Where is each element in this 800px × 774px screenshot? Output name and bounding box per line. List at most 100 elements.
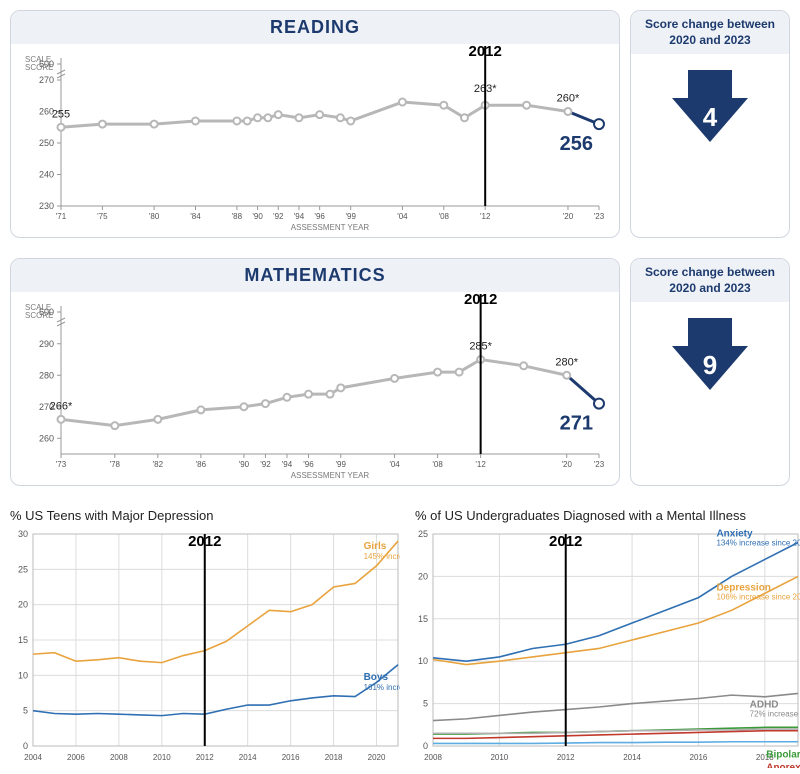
svg-text:Girls: Girls [364, 541, 387, 552]
svg-text:'78: '78 [110, 460, 121, 469]
svg-text:'94: '94 [294, 212, 305, 221]
svg-text:20: 20 [18, 600, 28, 610]
svg-text:260: 260 [39, 433, 54, 443]
svg-text:'96: '96 [303, 460, 314, 469]
mental-chart: 05101520252008201020122014201620182012An… [405, 528, 800, 768]
svg-text:280*: 280* [555, 356, 578, 368]
reading-chart: 230240250260270500SCALESCORE'71'75'80'84… [11, 44, 619, 236]
svg-text:2008: 2008 [424, 753, 442, 762]
svg-text:'12: '12 [475, 460, 486, 469]
svg-text:Bipolar: Bipolar [766, 749, 800, 760]
reading-title: READING [11, 11, 619, 44]
svg-text:161% increase since 2010: 161% increase since 2010 [364, 683, 400, 692]
math-score-title: Score change between 2020 and 2023 [631, 259, 789, 302]
svg-text:256: 256 [560, 133, 593, 155]
svg-text:2012: 2012 [549, 533, 582, 550]
svg-text:SCORE: SCORE [25, 311, 53, 320]
svg-text:2004: 2004 [24, 753, 42, 762]
svg-text:134% increase since 2010: 134% increase since 2010 [716, 538, 800, 547]
svg-text:2012: 2012 [196, 753, 214, 762]
svg-text:'08: '08 [439, 212, 450, 221]
svg-text:2008: 2008 [110, 753, 128, 762]
svg-text:20: 20 [418, 571, 428, 581]
svg-text:2012: 2012 [464, 292, 497, 308]
reading-score-box: Score change between 2020 and 2023 4 [630, 10, 790, 238]
math-chart: 260270280290500SCALESCORE'73'78'82'86'90… [11, 292, 619, 484]
svg-text:'04: '04 [389, 460, 400, 469]
svg-text:280: 280 [39, 370, 54, 380]
svg-text:260*: 260* [557, 93, 580, 105]
svg-text:'71: '71 [56, 212, 67, 221]
svg-text:'99: '99 [336, 460, 347, 469]
svg-text:'92: '92 [260, 460, 271, 469]
svg-text:2012: 2012 [469, 44, 502, 60]
svg-text:Anorexia: Anorexia [766, 763, 800, 768]
math-score-box: Score change between 2020 and 2023 9 [630, 258, 790, 486]
svg-text:72% increase since 2010: 72% increase since 2010 [750, 709, 800, 718]
svg-text:'88: '88 [232, 212, 243, 221]
svg-text:'90: '90 [252, 212, 263, 221]
svg-text:10: 10 [418, 656, 428, 666]
reading-arrow: 4 [631, 54, 789, 158]
svg-text:15: 15 [18, 635, 28, 645]
reading-score-title: Score change between 2020 and 2023 [631, 11, 789, 54]
svg-text:'82: '82 [153, 460, 164, 469]
svg-text:2010: 2010 [153, 753, 171, 762]
svg-text:2014: 2014 [239, 753, 257, 762]
svg-text:230: 230 [39, 201, 54, 211]
svg-text:2012: 2012 [188, 533, 221, 550]
math-title: MATHEMATICS [11, 259, 619, 292]
svg-text:'73: '73 [56, 460, 67, 469]
svg-text:270: 270 [39, 75, 54, 85]
svg-text:271: 271 [560, 413, 593, 435]
svg-text:2018: 2018 [325, 753, 343, 762]
svg-text:'96: '96 [314, 212, 325, 221]
svg-text:'94: '94 [282, 460, 293, 469]
svg-text:'90: '90 [239, 460, 250, 469]
svg-text:240: 240 [39, 170, 54, 180]
svg-text:5: 5 [23, 706, 28, 716]
svg-text:2016: 2016 [282, 753, 300, 762]
svg-text:'92: '92 [273, 212, 284, 221]
math-arrow: 9 [631, 302, 789, 406]
math-panel: MATHEMATICS 260270280290500SCALESCORE'73… [10, 258, 620, 486]
svg-text:2010: 2010 [490, 753, 508, 762]
svg-text:2016: 2016 [690, 753, 708, 762]
svg-text:'75: '75 [97, 212, 108, 221]
svg-text:ASSESSMENT YEAR: ASSESSMENT YEAR [291, 223, 370, 232]
depression-title: % US Teens with Major Depression [10, 508, 214, 523]
svg-text:25: 25 [18, 564, 28, 574]
svg-text:5: 5 [423, 699, 428, 709]
svg-text:0: 0 [23, 741, 28, 751]
svg-text:2014: 2014 [623, 753, 641, 762]
svg-text:266*: 266* [50, 400, 73, 412]
svg-text:'86: '86 [196, 460, 207, 469]
svg-text:'99: '99 [345, 212, 356, 221]
depression-chart: 0510152025302004200620082010201220142016… [5, 528, 400, 768]
svg-text:2020: 2020 [368, 753, 386, 762]
svg-text:250: 250 [39, 138, 54, 148]
svg-text:255: 255 [52, 108, 70, 120]
svg-text:'23: '23 [594, 212, 605, 221]
math-score-value: 9 [703, 350, 717, 381]
svg-text:'20: '20 [563, 212, 574, 221]
mental-title: % of US Undergraduates Diagnosed with a … [415, 508, 746, 523]
svg-text:2012: 2012 [557, 753, 575, 762]
svg-text:'12: '12 [480, 212, 491, 221]
svg-text:0: 0 [423, 741, 428, 751]
svg-text:10: 10 [18, 670, 28, 680]
svg-text:'08: '08 [432, 460, 443, 469]
svg-text:ASSESSMENT YEAR: ASSESSMENT YEAR [291, 471, 370, 480]
reading-panel: READING 230240250260270500SCALESCORE'71'… [10, 10, 620, 238]
svg-text:15: 15 [418, 614, 428, 624]
svg-text:25: 25 [418, 529, 428, 539]
svg-text:2006: 2006 [67, 753, 85, 762]
reading-score-value: 4 [703, 102, 717, 133]
svg-text:SCORE: SCORE [25, 63, 53, 72]
svg-text:145% increase since 2010: 145% increase since 2010 [364, 552, 400, 561]
svg-text:Boys: Boys [364, 672, 389, 683]
svg-text:'23: '23 [594, 460, 605, 469]
svg-text:'84: '84 [190, 212, 201, 221]
svg-text:'20: '20 [562, 460, 573, 469]
svg-text:'80: '80 [149, 212, 160, 221]
